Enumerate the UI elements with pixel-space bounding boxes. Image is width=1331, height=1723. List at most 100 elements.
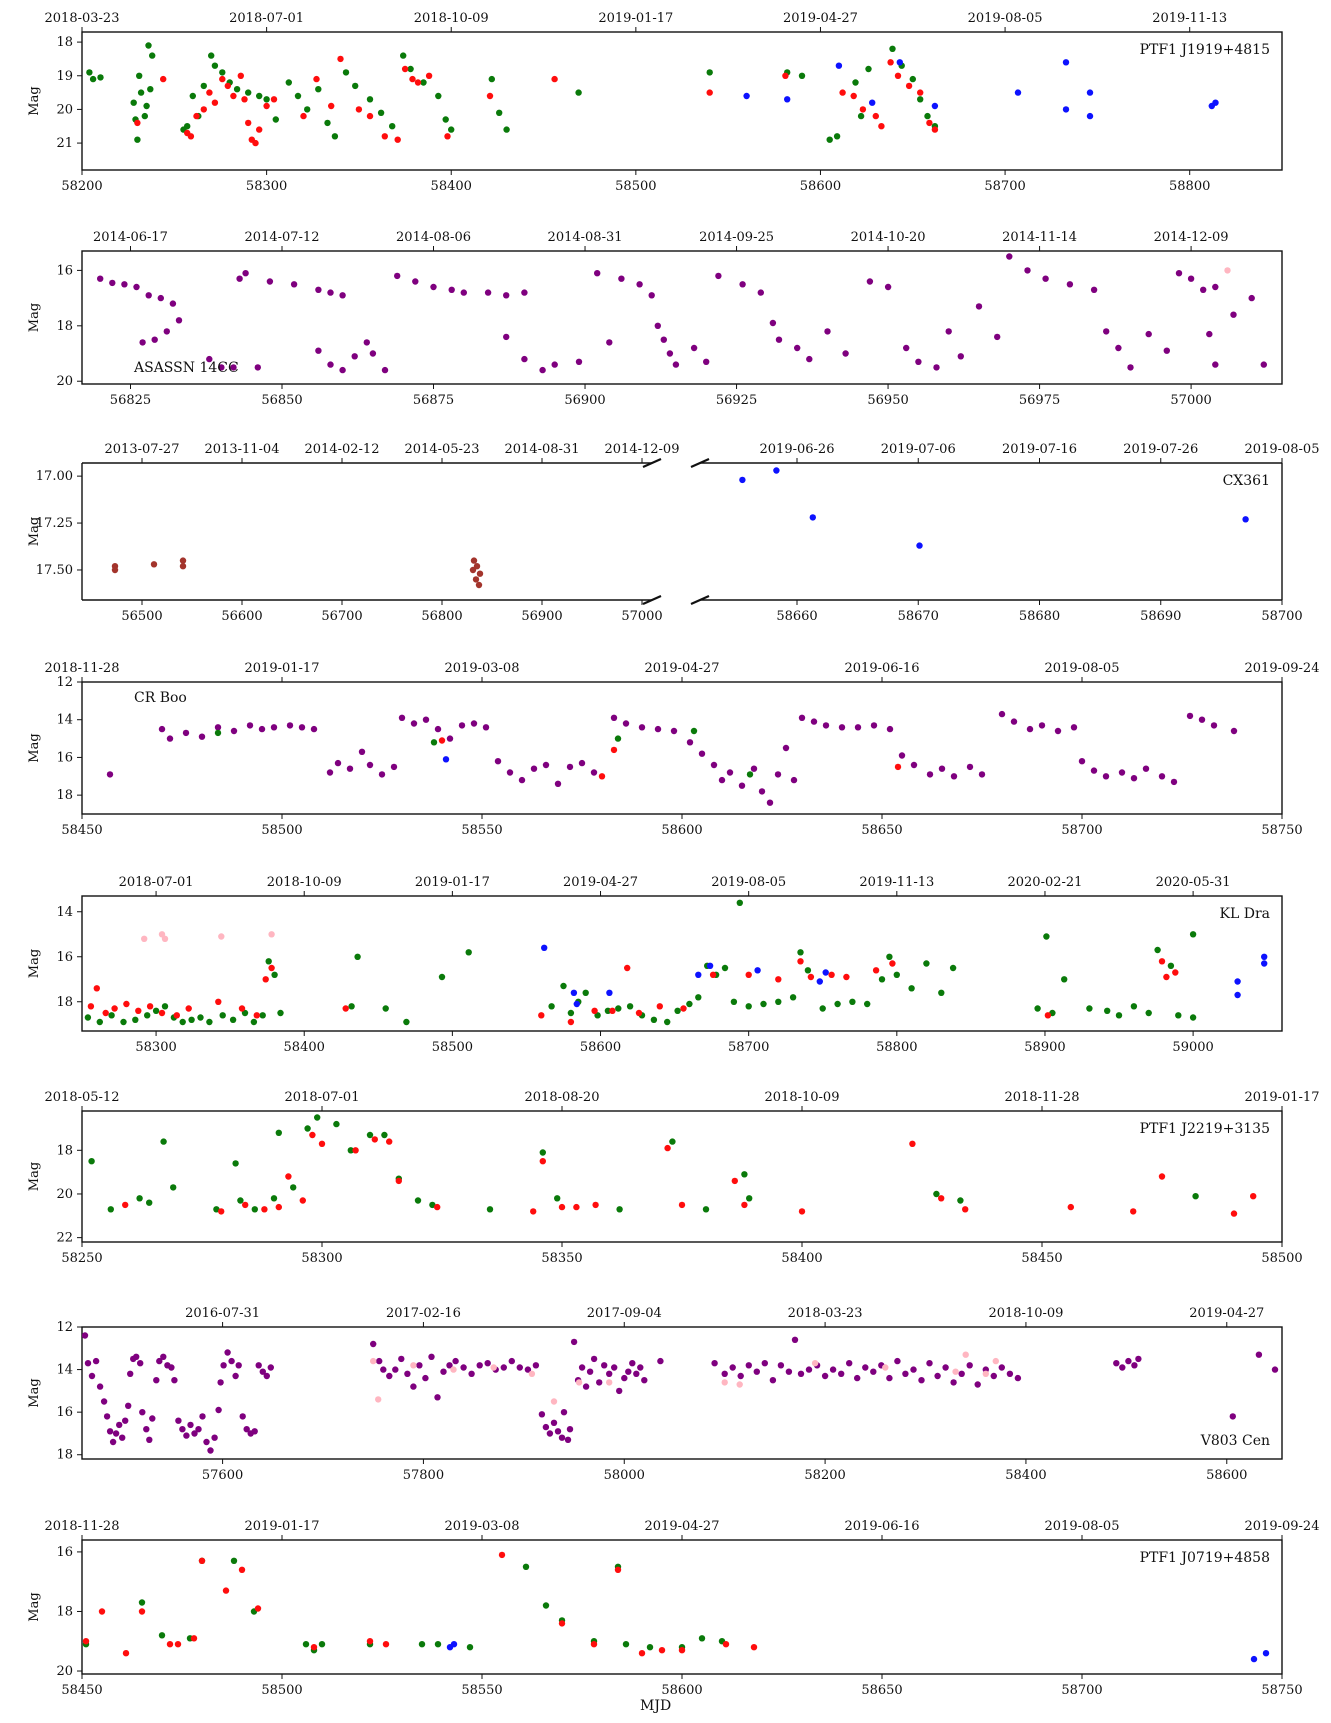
x-tick-label: 56500	[121, 609, 162, 624]
data-point	[262, 976, 269, 983]
data-point	[195, 1426, 202, 1433]
data-point	[1054, 727, 1062, 735]
date-tick-label: 2019-08-05	[968, 11, 1043, 26]
data-point	[434, 1203, 441, 1211]
series-blue	[442, 756, 450, 763]
x-tick-label: 58350	[541, 1251, 582, 1266]
series-purple	[82, 1332, 1279, 1454]
y-tick-label: 17.00	[36, 469, 73, 484]
data-point	[398, 1355, 405, 1363]
series-red	[82, 1551, 758, 1657]
data-point	[539, 1149, 546, 1156]
data-point	[945, 328, 952, 335]
data-point	[484, 289, 492, 296]
data-point	[127, 1370, 134, 1378]
data-point	[894, 72, 902, 80]
data-point	[886, 725, 894, 733]
data-point	[381, 133, 388, 140]
data-point	[554, 780, 562, 787]
data-point	[641, 1377, 648, 1384]
data-point	[407, 65, 414, 73]
y-tick-label: 16	[56, 263, 73, 278]
data-point	[1062, 106, 1070, 113]
data-point	[998, 710, 1006, 718]
data-point	[275, 1203, 282, 1211]
data-point	[203, 1438, 210, 1446]
data-point	[615, 1005, 622, 1012]
data-point	[88, 1372, 96, 1380]
data-point	[369, 350, 377, 357]
data-point	[327, 361, 334, 368]
date-tick-label: 2014-08-06	[396, 230, 471, 245]
data-point	[119, 1434, 126, 1441]
x-tick-label: 58600	[800, 179, 841, 194]
series-blue	[446, 1641, 1270, 1663]
data-point	[616, 1206, 623, 1213]
data-point	[488, 75, 495, 83]
y-tick-label: 17.50	[36, 563, 73, 578]
data-point	[934, 1372, 941, 1380]
series-red	[122, 1131, 1257, 1217]
data-point	[328, 102, 335, 110]
data-point	[184, 123, 191, 130]
data-point	[237, 1197, 244, 1204]
data-point	[750, 1644, 758, 1651]
data-point	[448, 126, 455, 133]
y-axis-label: Mag	[27, 949, 42, 978]
data-point	[854, 724, 862, 731]
data-point	[187, 1421, 194, 1429]
data-point	[887, 59, 894, 66]
data-point	[394, 272, 401, 280]
data-point	[736, 1381, 743, 1388]
data-point	[1042, 275, 1049, 282]
data-point	[460, 289, 467, 296]
data-point	[494, 758, 502, 765]
data-point	[797, 949, 804, 956]
data-point	[366, 1638, 374, 1645]
series-brown	[111, 557, 484, 589]
data-point	[339, 366, 346, 374]
data-point	[179, 1018, 186, 1026]
data-point	[658, 1647, 666, 1654]
axes-frame	[81, 250, 1283, 385]
data-point	[1175, 270, 1183, 277]
data-point	[539, 366, 546, 374]
data-point	[157, 294, 164, 302]
data-point	[1066, 281, 1074, 288]
data-point	[286, 722, 294, 729]
data-point	[1248, 294, 1255, 302]
data-point	[750, 765, 758, 772]
data-point	[137, 89, 145, 96]
data-point	[219, 1012, 226, 1019]
data-point	[530, 1208, 537, 1215]
data-point	[738, 782, 746, 789]
data-point	[370, 1357, 377, 1365]
x-tick-label: 57000	[621, 609, 662, 624]
data-point	[609, 1007, 616, 1014]
data-point	[538, 1411, 546, 1418]
data-point	[737, 1372, 744, 1380]
data-point	[304, 1125, 311, 1132]
data-point	[503, 333, 510, 341]
data-point	[902, 1370, 909, 1378]
data-point	[1260, 361, 1268, 368]
date-tick-label: 2014-05-23	[405, 442, 480, 457]
data-point	[251, 1428, 258, 1435]
data-point	[711, 1360, 718, 1367]
x-tick-label: 58450	[61, 1683, 102, 1698]
x-tick-label: 56850	[261, 393, 302, 408]
y-tick-label: 18	[56, 995, 73, 1010]
data-point	[377, 109, 385, 117]
data-point	[566, 1426, 574, 1433]
data-point	[909, 75, 916, 83]
data-point	[1043, 933, 1050, 940]
data-point	[193, 112, 200, 120]
data-point	[111, 566, 119, 574]
data-point	[896, 59, 903, 66]
data-point	[1250, 1655, 1258, 1663]
y-tick-label: 14	[56, 905, 73, 920]
data-point	[566, 763, 574, 771]
series-blue	[739, 467, 1249, 549]
data-point	[538, 1012, 545, 1019]
data-point	[810, 718, 818, 725]
